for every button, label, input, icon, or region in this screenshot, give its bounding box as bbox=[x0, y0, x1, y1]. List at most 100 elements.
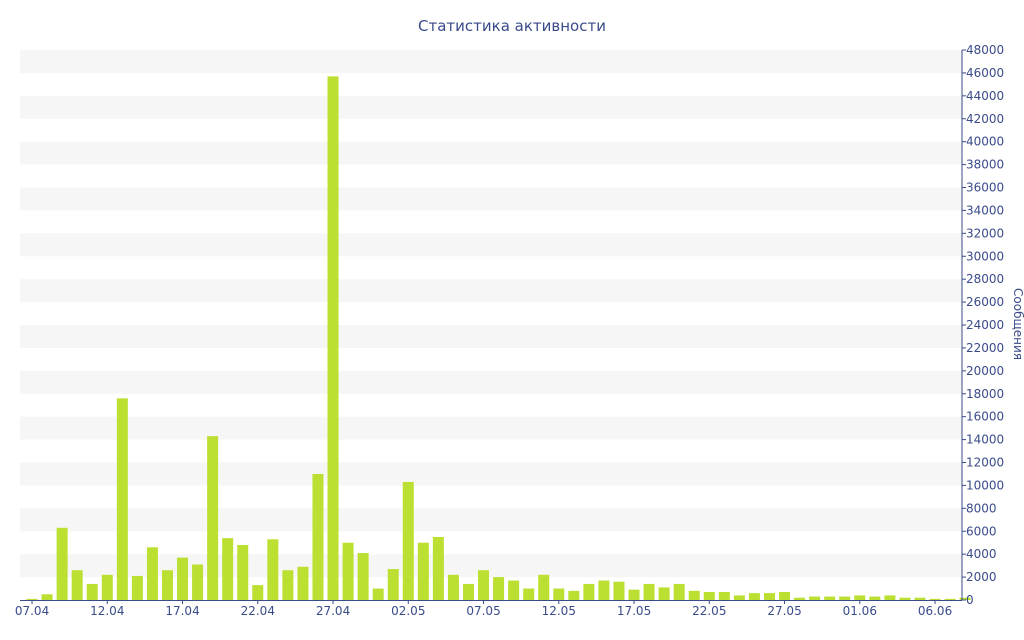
bar bbox=[748, 593, 760, 600]
bar bbox=[899, 597, 911, 600]
bar bbox=[297, 566, 309, 600]
grid-band bbox=[20, 370, 962, 394]
y-tick-label: 46000 bbox=[966, 66, 1004, 80]
grid-band bbox=[20, 508, 962, 532]
grid-band bbox=[20, 187, 962, 211]
y-tick-label: 26000 bbox=[966, 295, 1004, 309]
bar bbox=[929, 598, 941, 600]
bar bbox=[643, 583, 655, 600]
grid-band bbox=[20, 233, 962, 257]
bar-series bbox=[26, 76, 971, 600]
y-tick-label: 2000 bbox=[966, 570, 997, 584]
y-axis: 0 2000 4000 6000 8000 10000 12000 14000 16000 180… bbox=[961, 43, 1004, 607]
x-tick-label: 22.04 bbox=[241, 604, 275, 618]
y-tick-label: 34000 bbox=[966, 203, 1004, 217]
bar bbox=[854, 595, 866, 600]
bar bbox=[538, 574, 550, 600]
bar bbox=[553, 588, 565, 600]
x-tick-label: 06.06 bbox=[918, 604, 952, 618]
y-tick-label: 30000 bbox=[966, 249, 1004, 263]
y-tick-label: 24000 bbox=[966, 318, 1004, 332]
y-tick-label: 48000 bbox=[966, 43, 1004, 57]
bar bbox=[763, 593, 775, 600]
bar bbox=[613, 581, 625, 600]
bar bbox=[568, 590, 580, 600]
bar bbox=[508, 580, 520, 600]
grid-band bbox=[20, 325, 962, 348]
x-tick-label: 07.04 bbox=[15, 604, 49, 618]
y-tick-label: 8000 bbox=[966, 501, 997, 515]
bar bbox=[583, 583, 595, 600]
bar bbox=[959, 597, 971, 600]
bar bbox=[26, 598, 38, 600]
y-tick-label: 18000 bbox=[966, 387, 1004, 401]
bar bbox=[628, 589, 640, 600]
bar bbox=[342, 542, 354, 600]
y-tick-label: 42000 bbox=[966, 112, 1004, 126]
y-tick-label: 32000 bbox=[966, 226, 1004, 240]
bar bbox=[116, 398, 128, 600]
grid-bands bbox=[20, 50, 962, 578]
bar bbox=[237, 545, 249, 600]
y-tick-label: 4000 bbox=[966, 547, 997, 561]
bar bbox=[86, 583, 98, 600]
bar bbox=[884, 595, 896, 600]
bar bbox=[703, 591, 715, 600]
grid-band bbox=[20, 462, 962, 486]
bar bbox=[41, 594, 53, 600]
grid-band bbox=[20, 141, 962, 165]
bar bbox=[733, 595, 745, 600]
bar bbox=[222, 538, 234, 600]
grid-band bbox=[20, 50, 962, 73]
bar bbox=[282, 570, 294, 600]
x-axis: 07.04 12.04 17.04 22.04 27.04 02.05 07.05 12.05… bbox=[15, 600, 962, 618]
y-tick-label: 22000 bbox=[966, 341, 1004, 355]
bar bbox=[417, 542, 429, 600]
bar bbox=[207, 436, 219, 600]
bar bbox=[177, 557, 189, 600]
x-tick-label: 02.05 bbox=[391, 604, 425, 618]
bar bbox=[312, 473, 324, 600]
x-tick-label: 22.05 bbox=[692, 604, 726, 618]
bar bbox=[267, 539, 279, 600]
bar bbox=[718, 591, 730, 600]
grid-band bbox=[20, 416, 962, 440]
bar bbox=[523, 588, 535, 600]
y-tick-label: 0 bbox=[966, 593, 974, 607]
bar bbox=[673, 583, 685, 600]
bar bbox=[131, 575, 143, 600]
bar bbox=[432, 536, 444, 600]
bar bbox=[252, 585, 264, 600]
bar bbox=[71, 570, 83, 600]
bar bbox=[839, 596, 851, 600]
bar bbox=[869, 596, 881, 600]
bar bbox=[493, 577, 505, 600]
bar bbox=[56, 527, 68, 600]
bar bbox=[688, 590, 700, 600]
y-axis-label: Сообщения bbox=[1011, 288, 1024, 360]
x-tick-label: 27.04 bbox=[316, 604, 350, 618]
y-tick-label: 38000 bbox=[966, 158, 1004, 172]
y-tick-label: 10000 bbox=[966, 478, 1004, 492]
bar bbox=[944, 598, 956, 600]
x-tick-label: 27.05 bbox=[767, 604, 801, 618]
bar bbox=[447, 574, 459, 600]
x-tick-label: 17.05 bbox=[617, 604, 651, 618]
bar bbox=[192, 564, 204, 600]
x-tick-label: 17.04 bbox=[165, 604, 199, 618]
chart-title: Статистика активности bbox=[418, 17, 606, 35]
x-tick-label: 12.05 bbox=[542, 604, 576, 618]
bar bbox=[462, 583, 474, 600]
grid-band bbox=[20, 279, 962, 303]
bar bbox=[598, 580, 610, 600]
bar bbox=[779, 591, 791, 600]
y-tick-label: 20000 bbox=[966, 364, 1004, 378]
y-tick-label: 6000 bbox=[966, 524, 997, 538]
bar bbox=[146, 547, 158, 600]
x-tick-label: 01.06 bbox=[843, 604, 877, 618]
grid-band bbox=[20, 554, 962, 578]
y-tick-label: 14000 bbox=[966, 433, 1004, 447]
bar bbox=[387, 569, 399, 600]
